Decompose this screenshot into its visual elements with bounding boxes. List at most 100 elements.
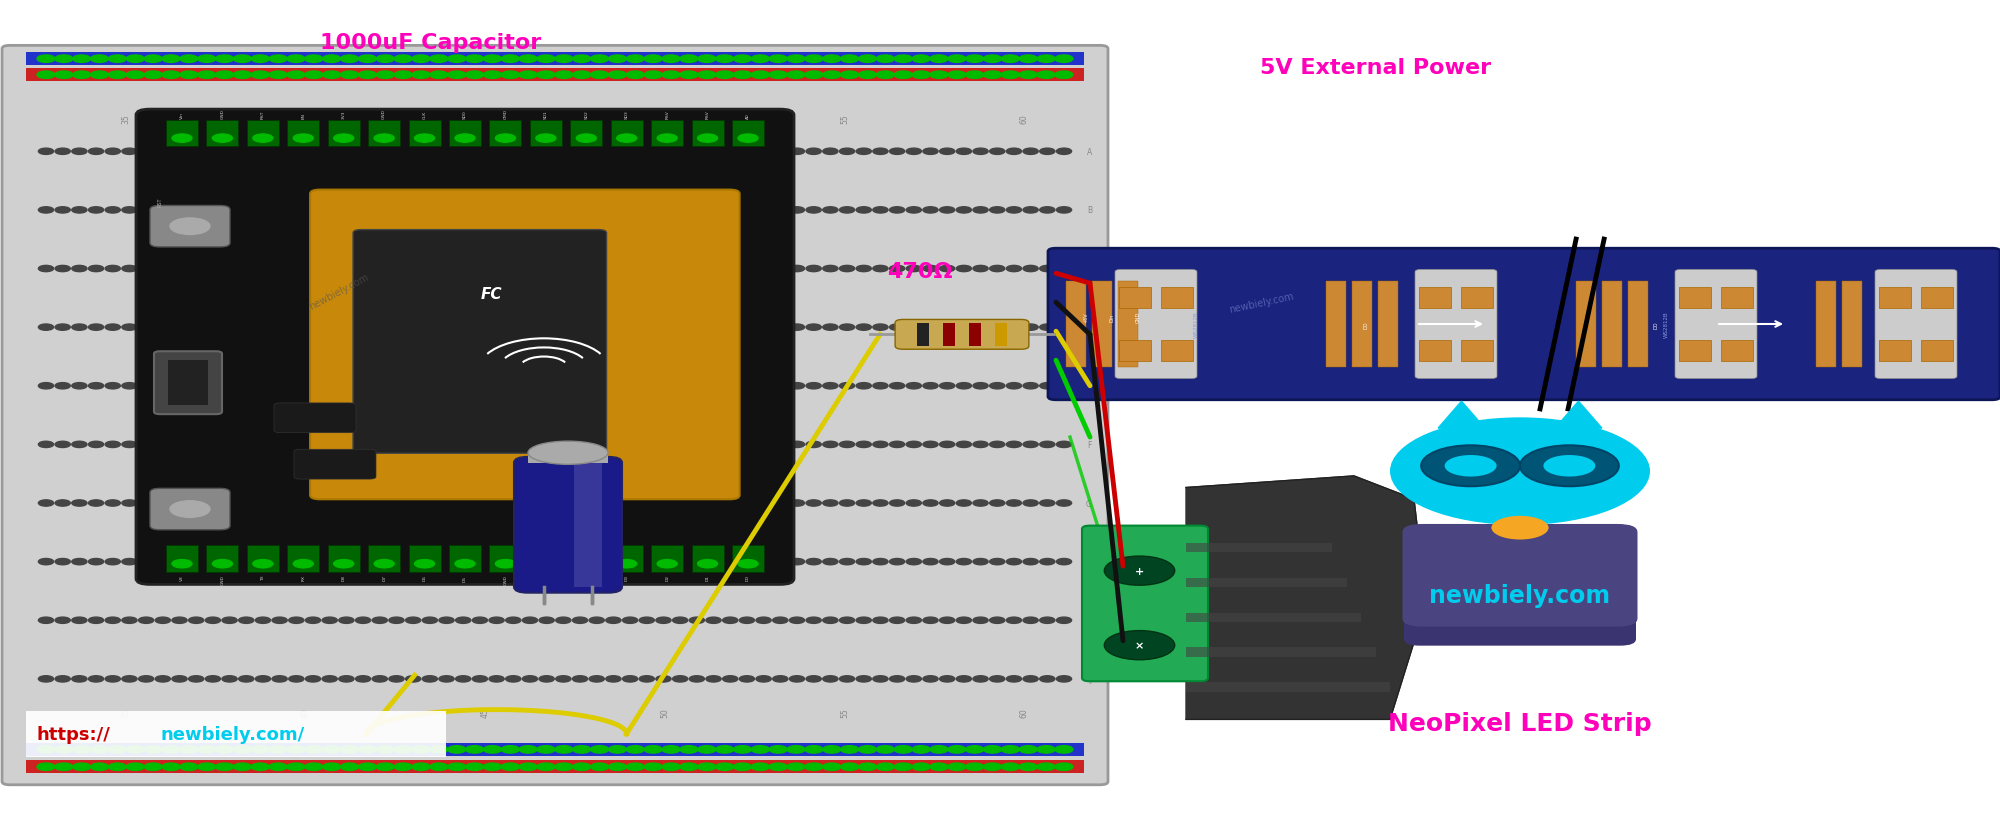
Circle shape [322, 746, 340, 753]
Circle shape [890, 149, 904, 155]
Circle shape [126, 763, 144, 771]
Text: D8: D8 [342, 575, 346, 581]
Circle shape [216, 56, 234, 64]
Text: SD3: SD3 [624, 110, 628, 119]
Circle shape [722, 208, 738, 213]
Circle shape [54, 56, 72, 64]
Circle shape [966, 56, 984, 64]
Circle shape [672, 324, 688, 331]
Circle shape [106, 559, 120, 565]
Circle shape [38, 617, 54, 624]
Circle shape [422, 266, 438, 272]
Circle shape [506, 266, 520, 272]
Circle shape [640, 442, 654, 448]
Circle shape [640, 500, 654, 506]
Circle shape [388, 500, 404, 506]
Circle shape [840, 763, 858, 771]
Circle shape [556, 324, 570, 331]
Circle shape [56, 500, 70, 506]
Circle shape [156, 559, 170, 565]
Circle shape [906, 266, 922, 272]
Circle shape [1024, 559, 1038, 565]
Circle shape [840, 149, 854, 155]
Circle shape [338, 559, 354, 565]
Circle shape [540, 324, 554, 331]
Circle shape [536, 560, 556, 568]
Circle shape [502, 56, 520, 64]
Circle shape [288, 208, 304, 213]
Circle shape [1040, 266, 1054, 272]
Circle shape [690, 442, 704, 448]
Circle shape [388, 383, 404, 390]
Circle shape [506, 500, 520, 506]
Circle shape [572, 500, 588, 506]
Circle shape [72, 442, 86, 448]
Circle shape [438, 149, 454, 155]
Circle shape [538, 72, 556, 79]
Circle shape [522, 266, 538, 272]
Circle shape [388, 208, 404, 213]
Circle shape [922, 500, 938, 506]
Bar [1420, 288, 1452, 309]
Circle shape [372, 266, 388, 272]
Circle shape [616, 135, 636, 143]
Circle shape [206, 266, 220, 272]
Circle shape [906, 500, 922, 506]
Circle shape [138, 676, 154, 682]
Circle shape [722, 442, 738, 448]
Circle shape [502, 746, 520, 753]
Text: RST: RST [158, 197, 164, 206]
Text: WS2812B: WS2812B [1194, 311, 1198, 338]
Circle shape [438, 500, 454, 506]
Circle shape [1056, 500, 1072, 506]
Circle shape [706, 149, 722, 155]
Circle shape [358, 763, 376, 771]
Circle shape [1040, 208, 1054, 213]
Bar [1920, 340, 1952, 361]
Circle shape [966, 746, 984, 753]
Circle shape [790, 676, 804, 682]
Circle shape [722, 676, 738, 682]
Circle shape [890, 266, 904, 272]
Circle shape [372, 559, 388, 565]
Circle shape [138, 208, 154, 213]
Circle shape [438, 383, 454, 390]
Circle shape [930, 746, 948, 753]
Circle shape [456, 135, 476, 143]
Circle shape [740, 266, 754, 272]
Circle shape [538, 763, 556, 771]
Ellipse shape [1416, 569, 1436, 638]
Circle shape [406, 559, 420, 565]
Bar [1186, 682, 1390, 691]
Circle shape [256, 617, 270, 624]
Circle shape [222, 208, 238, 213]
Circle shape [422, 383, 438, 390]
Circle shape [448, 56, 466, 64]
Circle shape [88, 149, 104, 155]
Circle shape [122, 676, 138, 682]
Circle shape [556, 266, 570, 272]
Text: B: B [1086, 206, 1092, 215]
Circle shape [906, 559, 922, 565]
Bar [490, 121, 522, 147]
Circle shape [338, 266, 354, 272]
Circle shape [1056, 208, 1072, 213]
Circle shape [576, 560, 596, 568]
Circle shape [306, 559, 320, 565]
Circle shape [806, 559, 822, 565]
Circle shape [772, 559, 788, 565]
Bar [1160, 340, 1192, 361]
Circle shape [322, 149, 338, 155]
Circle shape [106, 617, 120, 624]
Text: newbiely.com: newbiely.com [308, 272, 370, 312]
Circle shape [536, 135, 556, 143]
Circle shape [1056, 266, 1072, 272]
Circle shape [106, 676, 120, 682]
Circle shape [622, 383, 638, 390]
Bar [732, 121, 764, 147]
Circle shape [488, 383, 504, 390]
Circle shape [222, 324, 238, 331]
Circle shape [540, 442, 554, 448]
Circle shape [72, 149, 86, 155]
Circle shape [456, 617, 470, 624]
